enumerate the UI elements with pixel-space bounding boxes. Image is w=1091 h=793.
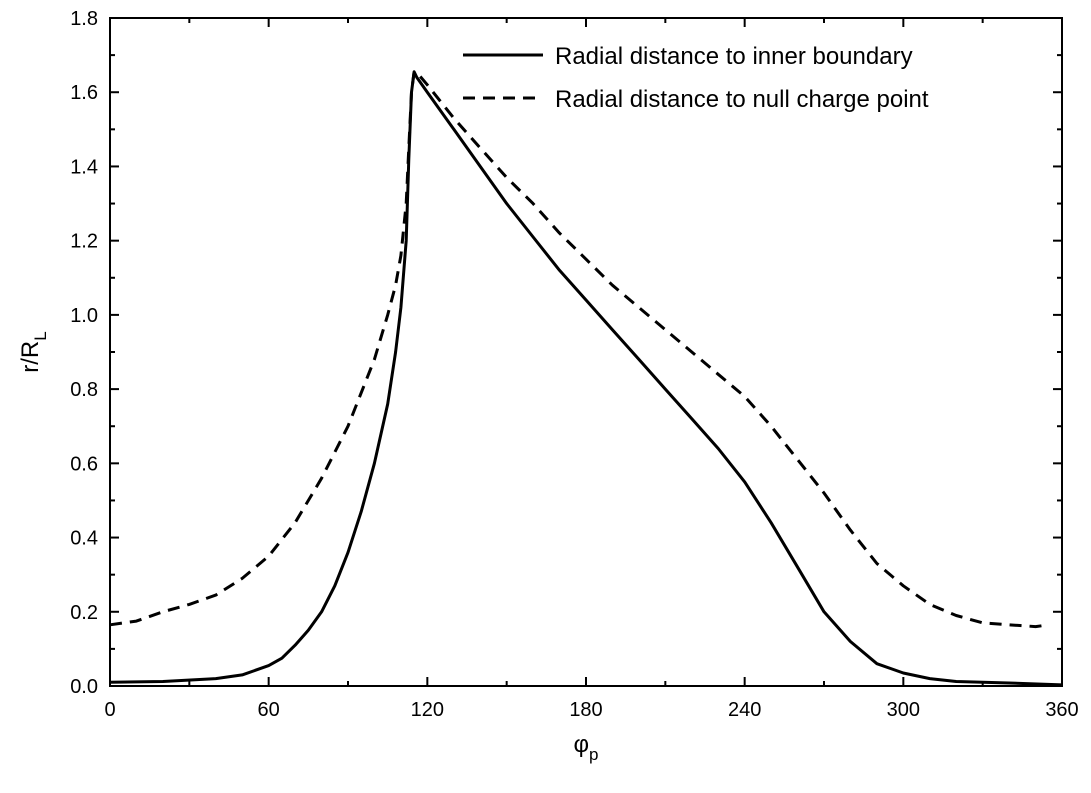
x-axis-title-subscript: p	[589, 745, 598, 764]
y-axis-title-subscript: L	[31, 331, 50, 340]
y-tick-label: 0.6	[70, 453, 98, 475]
x-axis-title-main: φ	[573, 731, 589, 758]
y-tick-label: 0.2	[70, 602, 98, 624]
x-tick-label: 60	[258, 699, 280, 721]
y-tick-label: 1.2	[70, 231, 98, 253]
x-tick-label: 360	[1045, 699, 1078, 721]
series-layer	[109, 70, 1063, 687]
x-axis-title: φp	[573, 731, 598, 764]
x-tick-label: 240	[728, 699, 761, 721]
y-tick-label: 0.0	[70, 676, 98, 698]
y-tick-label: 0.4	[70, 528, 98, 550]
y-tick-label: 1.8	[70, 8, 98, 30]
legend: Radial distance to inner boundary Radial …	[463, 43, 929, 113]
x-tick-label: 300	[887, 699, 920, 721]
legend-label-2: Radial distance to null charge point	[555, 86, 929, 113]
x-tick-label: 120	[411, 699, 444, 721]
y-tick-label: 1.0	[70, 305, 98, 327]
y-tick-label: 0.8	[70, 379, 98, 401]
ticks-layer: 0 60 120 180 240 300 360 0.0 0.2 0.4 0.6 0.8 1.0 1.2 1…	[70, 8, 1079, 721]
series-line-2	[109, 70, 1050, 629]
legend-label-1: Radial distance to inner boundary	[555, 43, 913, 70]
series-line-1	[109, 70, 1063, 687]
y-axis-title-main: r/R	[17, 341, 44, 373]
y-tick-label: 1.6	[70, 82, 98, 104]
y-tick-label: 1.4	[70, 156, 98, 178]
plot-frame	[109, 17, 1063, 687]
x-tick-label: 180	[569, 699, 602, 721]
y-axis-title: r/RL	[17, 331, 50, 372]
x-tick-label: 0	[104, 699, 115, 721]
